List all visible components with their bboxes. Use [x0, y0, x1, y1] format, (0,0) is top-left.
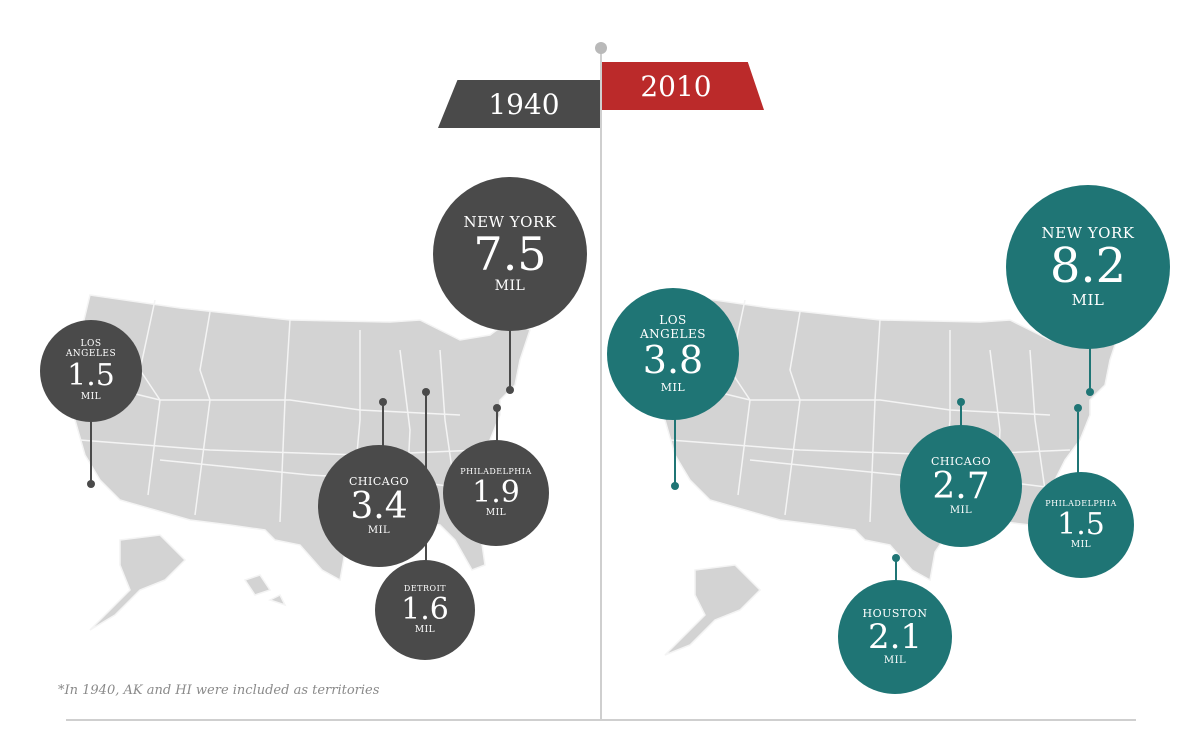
city-unit: MIL: [367, 525, 391, 537]
city-value: 1.9: [472, 474, 520, 510]
year-flag-2010: 2010: [602, 62, 764, 110]
stem-la-1940: [90, 418, 92, 484]
city-name: CHICAGO: [930, 454, 992, 468]
city-value: 7.5: [473, 227, 547, 282]
city-value: 2.7: [932, 465, 990, 507]
bubble-chicago-1940: CHICAGO 3.4 MIL: [318, 445, 440, 567]
city-unit: MIL: [414, 625, 436, 636]
bubble-detroit-1940: DETROIT 1.6 MIL: [375, 560, 475, 660]
bubble-philadelphia-1940: PHILADELPHIA 1.9 MIL: [443, 440, 549, 546]
bubble-los-angeles-2010: LOS ANGELES 3.8 MIL: [607, 288, 739, 420]
bubble-philadelphia-2010: PHILADELPHIA 1.5 MIL: [1028, 472, 1134, 578]
marker-philadelphia-2010: [1074, 404, 1082, 412]
marker-la-1940: [87, 480, 95, 488]
city-unit: MIL: [1071, 291, 1105, 310]
city-name: LOS: [80, 339, 102, 350]
stem-chicago-1940: [382, 402, 384, 462]
timeline-divider: [600, 48, 602, 720]
marker-ny-2010: [1086, 388, 1094, 396]
stem-houston-2010: [895, 560, 897, 590]
city-unit: MIL: [660, 380, 686, 394]
city-unit: MIL: [494, 278, 526, 295]
city-unit: MIL: [80, 391, 102, 402]
stem-ny-2010: [1089, 340, 1091, 392]
timeline-pin-icon: [595, 42, 607, 54]
city-name-line2: ANGELES: [65, 349, 117, 360]
city-value: 3.8: [642, 337, 704, 382]
city-unit: MIL: [485, 508, 507, 519]
stem-chicago-2010: [960, 404, 962, 434]
year-label-1940: 1940: [488, 87, 560, 121]
bubble-new-york-2010: NEW YORK 8.2 MIL: [1006, 185, 1170, 349]
stem-philadelphia-2010: [1077, 412, 1079, 476]
city-name: PHILADELPHIA: [460, 466, 532, 476]
marker-ny-1940: [506, 386, 514, 394]
city-name: CHICAGO: [348, 474, 410, 488]
city-value: 2.1: [867, 616, 923, 657]
bubble-houston-2010: HOUSTON 2.1 MIL: [838, 580, 952, 694]
stem-ny-1940: [509, 320, 511, 390]
marker-houston-2010: [892, 554, 900, 562]
city-name: LOS: [659, 313, 687, 328]
city-value: 8.2: [1049, 238, 1127, 295]
city-name: DETROIT: [403, 583, 447, 593]
city-value: 1.6: [401, 591, 449, 627]
bubble-new-york-1940: NEW YORK 7.5 MIL: [433, 177, 587, 331]
city-value: 1.5: [67, 358, 115, 394]
city-name: NEW YORK: [1041, 223, 1135, 242]
city-value: 1.5: [1057, 506, 1105, 542]
marker-la-2010: [671, 482, 679, 490]
marker-philadelphia-1940: [493, 404, 501, 412]
footnote: *In 1940, AK and HI were included as ter…: [58, 683, 380, 698]
marker-chicago-1940: [379, 398, 387, 406]
marker-detroit-1940: [422, 388, 430, 396]
marker-chicago-2010: [957, 398, 965, 406]
city-unit: MIL: [883, 655, 907, 667]
bubble-los-angeles-1940: LOS ANGELES 1.5 MIL: [40, 320, 142, 422]
stem-la-2010: [674, 410, 676, 486]
bottom-divider: [66, 719, 1136, 721]
year-label-2010: 2010: [640, 69, 712, 103]
city-name: HOUSTON: [862, 606, 928, 620]
bubble-chicago-2010: CHICAGO 2.7 MIL: [900, 425, 1022, 547]
city-name: PHILADELPHIA: [1045, 498, 1117, 508]
city-unit: MIL: [949, 505, 973, 517]
city-name: NEW YORK: [463, 212, 557, 231]
year-flag-1940: 1940: [438, 80, 600, 128]
city-unit: MIL: [1070, 540, 1092, 551]
city-value: 3.4: [350, 485, 408, 527]
city-name-line2: ANGELES: [640, 326, 706, 341]
stem-philadelphia-1940: [496, 410, 498, 444]
